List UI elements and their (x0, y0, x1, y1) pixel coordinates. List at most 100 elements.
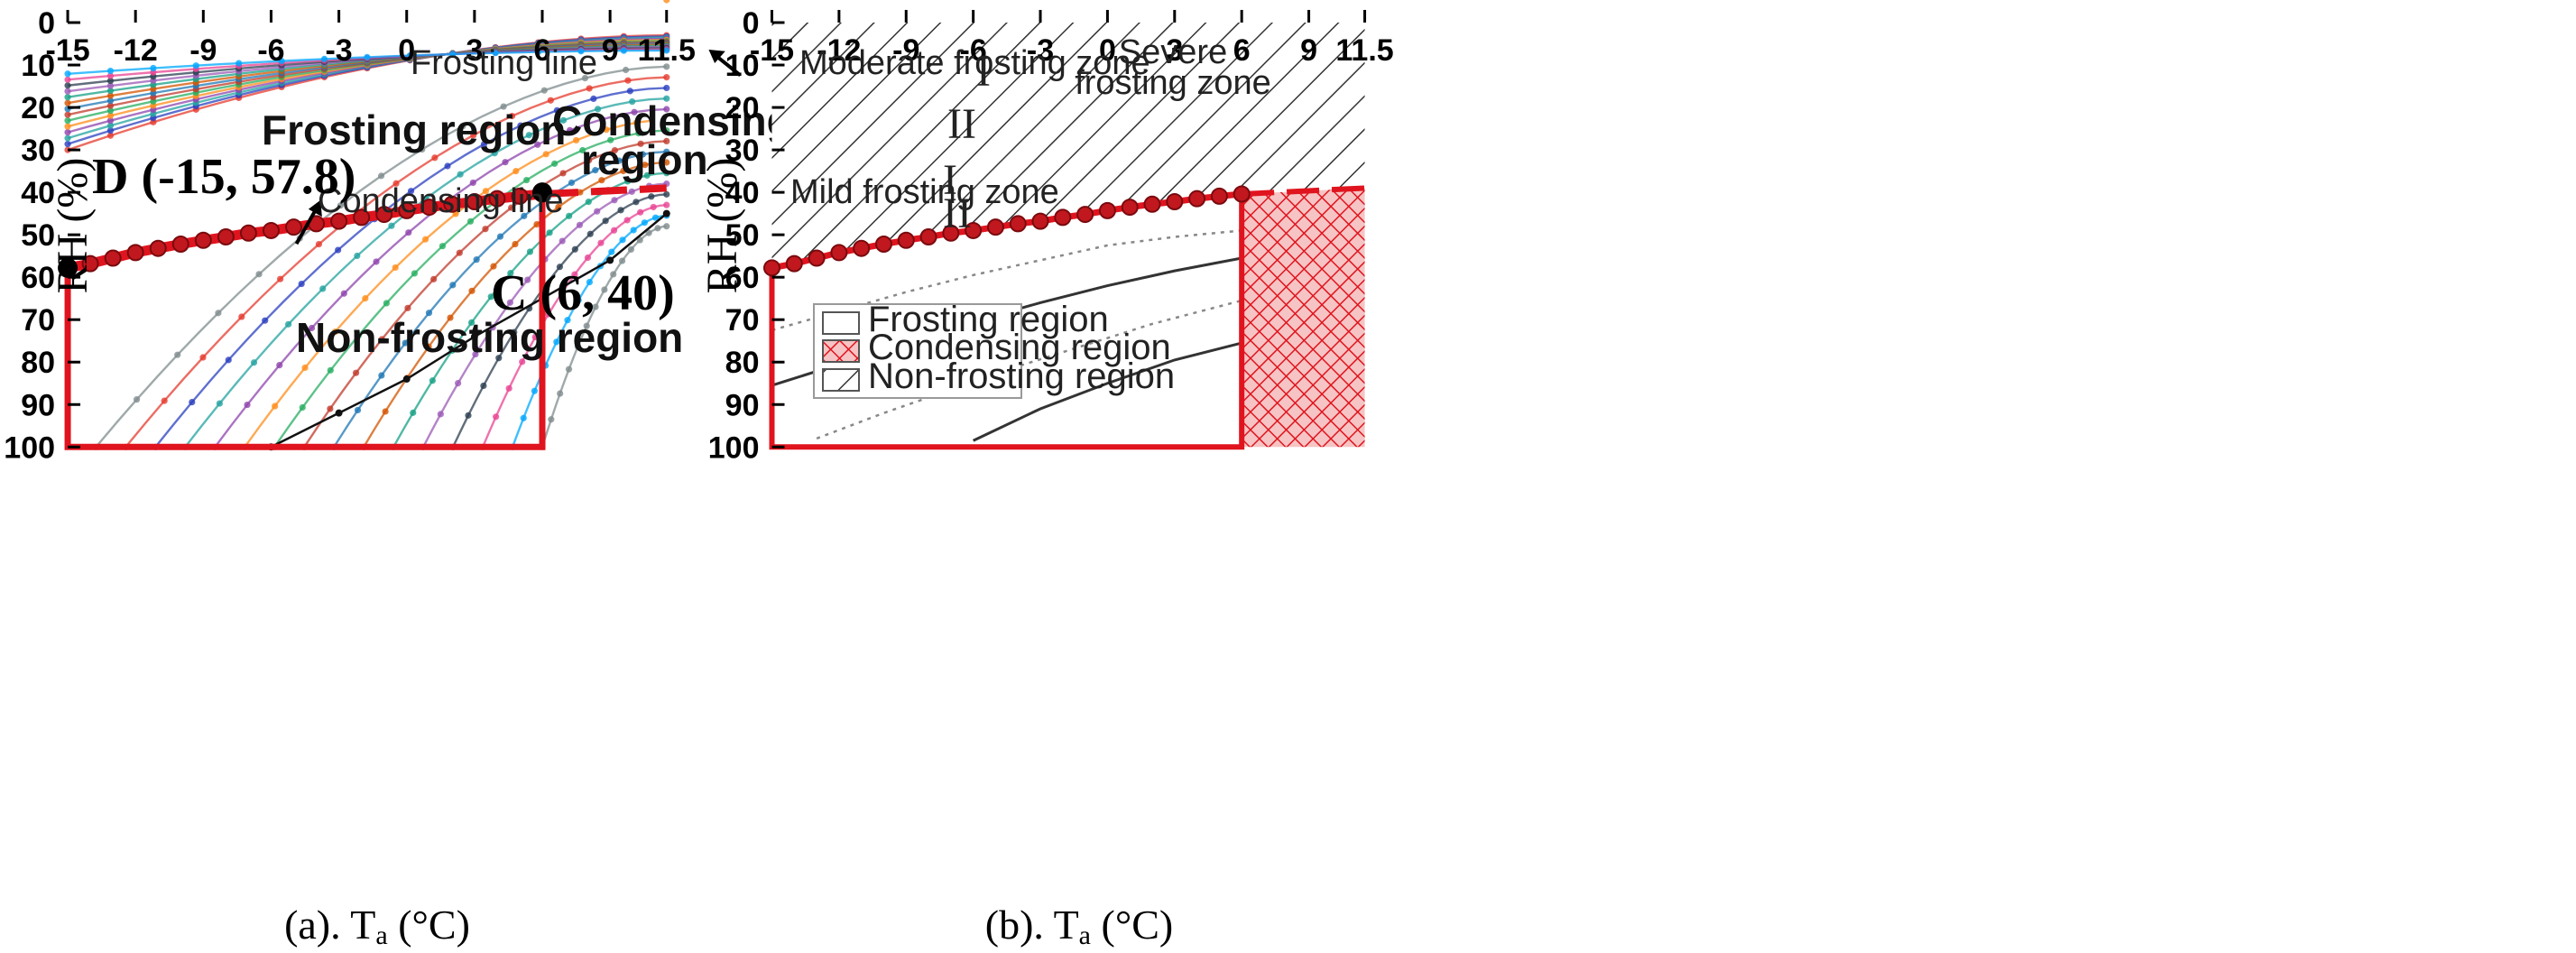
background-curve-marker (531, 333, 539, 341)
condensing-region-fill (1242, 188, 1365, 448)
background-curve-marker (553, 106, 560, 114)
background-curve-marker (663, 0, 670, 4)
condensing-line-marker-b (1143, 195, 1161, 213)
background-curve-marker (611, 197, 618, 204)
background-curve-marker (64, 134, 71, 142)
background-curve-marker (64, 129, 71, 136)
background-curve-marker (574, 343, 581, 350)
background-curve-marker (571, 271, 578, 278)
background-curve-marker (628, 188, 635, 195)
condensing-region-label-line2: region (581, 136, 708, 183)
background-curve-marker (524, 276, 531, 283)
background-curve-marker (519, 358, 526, 365)
background-curve-marker (64, 111, 71, 118)
condensing-line-marker (285, 218, 303, 236)
background-curve-marker (429, 377, 436, 384)
x-axis-caption-a: (a). Ta (°C) (284, 902, 470, 950)
legend-swatch-frosting (822, 311, 860, 335)
condensing-line-extension-b (1242, 185, 1365, 198)
non-frosting-region-label: Non-frosting region (296, 314, 683, 361)
background-curve-marker (106, 112, 115, 119)
background-curve-marker (447, 314, 454, 321)
background-curve-marker (378, 372, 385, 379)
background-curve-marker (192, 62, 199, 69)
background-curve-marker (533, 220, 540, 228)
background-curve-marker (648, 193, 655, 200)
background-curve-marker (571, 245, 578, 253)
condensing-line-marker-b (1076, 206, 1094, 224)
background-curve-marker (444, 162, 451, 170)
background-curve-marker (487, 293, 494, 301)
condensing-line-marker-b (1098, 201, 1116, 219)
background-curve-marker (492, 50, 499, 57)
background-curve-marker (654, 225, 661, 232)
background-curve-marker (272, 402, 279, 410)
background-curve-marker (276, 362, 283, 369)
zone-roman-i-upper: I (976, 48, 991, 96)
background-curve-marker (607, 136, 614, 143)
background-curve-marker (437, 411, 444, 418)
background-curve-marker (467, 319, 475, 327)
background-curve-marker (250, 359, 258, 366)
background-curve-marker (354, 252, 361, 260)
background-curve-marker (623, 178, 632, 185)
background-curve-marker (540, 87, 548, 94)
b-y-tick-label: 40 (725, 176, 760, 210)
condensing-line (58, 182, 667, 278)
background-curve-marker (601, 286, 608, 293)
background-curve-marker (431, 154, 439, 162)
zone-roman-i-lower: I (943, 156, 957, 204)
background-curve-marker (512, 240, 519, 248)
condensing-line-marker-b (919, 228, 937, 246)
background-curve-marker (468, 287, 475, 294)
background-curve-marker (611, 147, 618, 154)
a-x-tick-label: 3 (466, 33, 483, 68)
background-curve-marker (439, 243, 447, 250)
background-curve-marker (106, 77, 115, 85)
legend-swatch-non-frosting (822, 368, 860, 392)
background-curve-marker (525, 132, 532, 139)
condensing-line-marker-b (1188, 190, 1206, 208)
background-curve-marker (327, 366, 334, 374)
a-y-tick-label: 40 (21, 176, 55, 210)
background-curve-marker (315, 240, 323, 248)
condensing-line-marker (149, 239, 167, 257)
condensing-line-marker (81, 254, 99, 273)
background-curve-marker (663, 127, 670, 134)
frame-border (64, 192, 546, 450)
background-curve-marker (308, 324, 316, 332)
non-frosting-hatch-area (771, 23, 1365, 268)
condensing-line-marker (126, 244, 144, 262)
condensing-line-extension (541, 184, 667, 199)
severe-frosting-zone-label-line1: Severe (1119, 33, 1227, 71)
frosting-line-arrowhead (708, 50, 725, 64)
background-curve-marker (472, 350, 479, 358)
background-curve-marker (586, 278, 593, 286)
b-x-tick-label: -9 (892, 33, 919, 68)
a-x-tick-label: 11.5 (638, 33, 696, 68)
frosting-line-arrow (716, 55, 742, 77)
frosting-region-frame-b (769, 194, 1245, 450)
b-x-tick-label: -3 (1027, 33, 1054, 68)
background-curve-marker (586, 85, 593, 92)
a-y-tick-label: 20 (21, 91, 55, 125)
background-curve-marker (619, 236, 626, 244)
background-curve-marker (106, 107, 115, 115)
a-y-tick-label: 0 (38, 6, 55, 41)
condensing-line-marker-b (1031, 212, 1049, 230)
background-curve-marker (629, 97, 636, 106)
background-curve-marker (244, 401, 251, 409)
background-curve (244, 119, 652, 448)
background-curve-marker (507, 270, 514, 277)
background-curve-marker (285, 320, 292, 328)
b-x-tick-label: 6 (1233, 33, 1251, 68)
legend-label-frosting: Frosting region (868, 300, 1109, 339)
background-curve-marker (106, 88, 115, 95)
condensing-line-marker (217, 228, 235, 246)
background-curve-marker (632, 199, 640, 206)
background-curve-marker (377, 172, 385, 180)
background-curve-marker (590, 95, 597, 103)
background-curve-marker (404, 304, 411, 311)
background-curve-marker (189, 399, 196, 406)
background-curve-marker (602, 217, 609, 225)
